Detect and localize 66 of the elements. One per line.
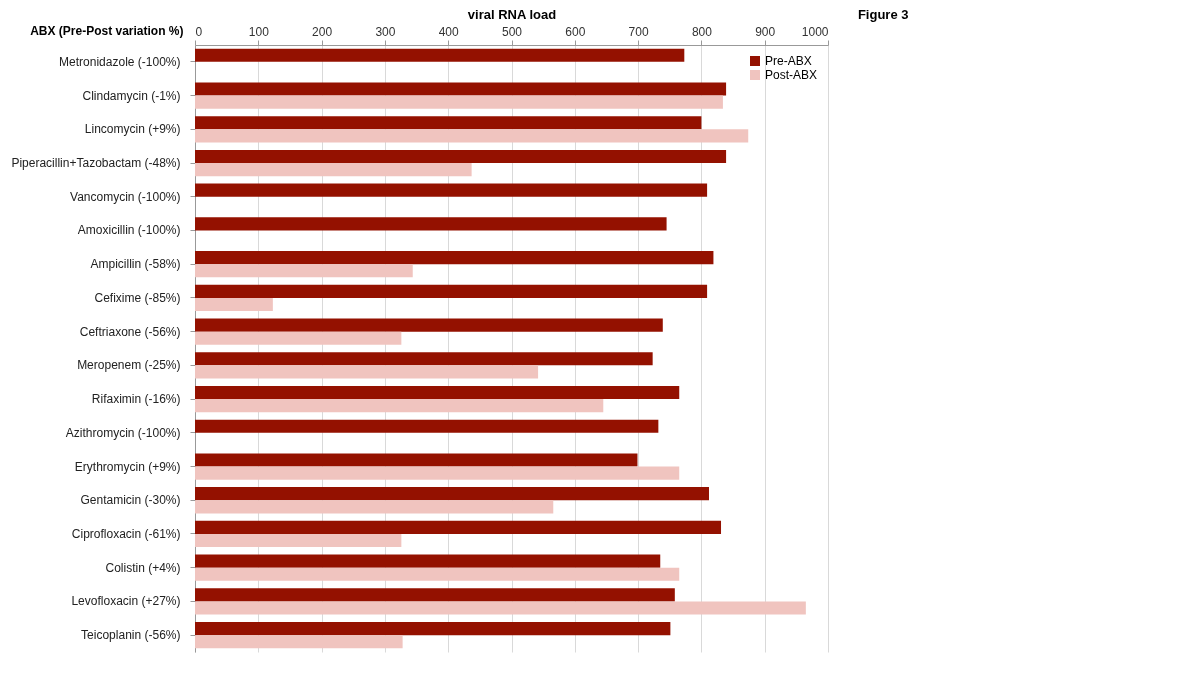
y-tick-label: Rifaximin (-16%) xyxy=(91,392,181,407)
x-tick-label: 400 xyxy=(438,24,460,39)
y-tick-label: Lincomycin (+9%) xyxy=(84,122,181,137)
bar xyxy=(195,466,680,480)
x-axis-title: viral RNA load xyxy=(467,6,557,22)
y-axis-title: ABX (Pre-Post variation %) xyxy=(30,23,184,38)
bar xyxy=(195,284,708,298)
bar xyxy=(195,533,402,548)
y-tick-label: Metronidazole (-100%) xyxy=(59,54,181,69)
x-tick-label: 700 xyxy=(628,24,649,39)
bar xyxy=(195,149,727,164)
bar xyxy=(195,297,273,312)
bar xyxy=(195,567,680,581)
bar xyxy=(195,399,604,413)
x-tick-label: 900 xyxy=(755,24,776,39)
x-tick-label: 500 xyxy=(501,24,523,39)
bar xyxy=(195,82,727,96)
bar xyxy=(195,621,671,636)
x-tick-label: 0 xyxy=(195,24,203,39)
bar xyxy=(195,588,675,602)
bar xyxy=(195,453,638,467)
x-tick-label: 600 xyxy=(565,24,586,39)
y-tick-label: Azithromycin (-100%) xyxy=(65,425,181,440)
y-tick-label: Ampicillin (-58%) xyxy=(90,257,181,272)
y-tick-label: Amoxicillin (-100%) xyxy=(77,223,181,238)
bar xyxy=(195,419,659,433)
bar xyxy=(195,554,661,568)
bar xyxy=(195,251,714,265)
legend-label: Pre-ABX xyxy=(765,54,812,68)
y-tick-label: Clindamycin (-1%) xyxy=(82,88,181,103)
bar xyxy=(195,331,402,345)
y-tick-label: Meropenem (-25%) xyxy=(77,358,181,373)
bar xyxy=(195,385,680,400)
caption: Figure 3 xyxy=(857,7,909,22)
bar xyxy=(195,217,667,231)
bar xyxy=(195,318,663,332)
y-tick-label: Ciprofloxacin (-61%) xyxy=(71,526,181,541)
bar xyxy=(195,116,702,130)
x-tick-label: 100 xyxy=(248,24,270,39)
bar xyxy=(195,264,413,278)
bar xyxy=(195,635,403,649)
bar xyxy=(195,487,709,501)
y-tick-label: Cefixime (-85%) xyxy=(94,290,181,305)
x-tick-label: 300 xyxy=(375,24,396,39)
y-tick-label: Ceftriaxone (-56%) xyxy=(79,324,181,339)
y-tick-label: Erythromycin (+9%) xyxy=(74,459,181,474)
y-tick-label: Piperacillin+Tazobactam (-48%) xyxy=(11,156,181,171)
bar xyxy=(195,500,554,514)
bar xyxy=(195,352,653,366)
y-tick-label: Teicoplanin (-56%) xyxy=(81,628,181,643)
bar xyxy=(195,183,708,197)
x-tick-label: 200 xyxy=(312,24,333,39)
y-tick-label: Gentamicin (-30%) xyxy=(80,493,181,508)
bar xyxy=(195,129,749,143)
x-tick-label: 800 xyxy=(691,24,713,39)
bar xyxy=(195,365,539,379)
bar xyxy=(195,48,685,62)
x-tick-label: 1000 xyxy=(801,24,829,39)
y-tick-label: Levofloxacin (+27%) xyxy=(71,594,181,609)
bar xyxy=(195,95,723,109)
y-tick-label: Vancomycin (-100%) xyxy=(70,189,181,204)
bar xyxy=(195,601,806,615)
bar xyxy=(195,163,472,177)
y-tick-label: Colistin (+4%) xyxy=(105,560,181,575)
legend-label: Post-ABX xyxy=(765,68,818,82)
bar xyxy=(195,520,722,534)
